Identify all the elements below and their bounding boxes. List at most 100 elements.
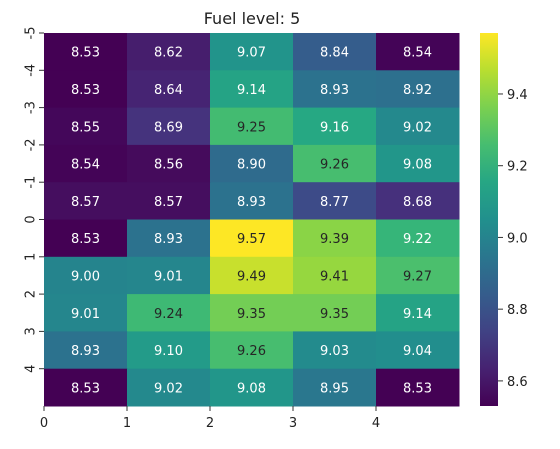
heatmap-cell xyxy=(293,368,377,407)
cell-value-label: 9.02 xyxy=(154,381,183,396)
cell-value-label: 9.10 xyxy=(154,344,183,359)
heatmap-cell xyxy=(127,182,211,220)
heatmap-cell xyxy=(44,70,128,109)
y-tick-label: -3 xyxy=(24,101,39,114)
heatmap-cell xyxy=(44,331,128,370)
cell-value-label: 8.95 xyxy=(320,381,349,396)
heatmap-cell xyxy=(44,368,128,407)
heatmap-cell xyxy=(293,182,377,220)
heatmap-cell xyxy=(210,331,294,370)
cell-value-label: 9.25 xyxy=(237,120,266,135)
chart-title: Fuel level: 5 xyxy=(204,9,301,28)
cell-value-label: 9.35 xyxy=(237,307,266,322)
heatmap-cell xyxy=(44,33,128,71)
heatmap-cell xyxy=(127,70,211,109)
cell-value-label: 9.26 xyxy=(237,344,266,359)
heatmap-cell xyxy=(376,219,460,258)
cell-value-label: 9.39 xyxy=(320,232,349,247)
x-tick-label: 2 xyxy=(206,416,214,431)
y-tick-label: 0 xyxy=(24,215,39,223)
cell-value-label: 9.27 xyxy=(403,269,432,284)
cell-value-label: 9.08 xyxy=(403,158,432,173)
heatmap-cell-labels: 8.53 8.62 9.07 8.84 8.54 8.53 8.64 9.14 8.93 8.92… xyxy=(71,46,432,397)
cell-value-label: 9.57 xyxy=(237,232,266,247)
x-tick-label: 4 xyxy=(372,416,380,431)
cell-value-label: 9.24 xyxy=(154,307,183,322)
colorbar-tick-label: 8.8 xyxy=(507,303,528,318)
heatmap-cell xyxy=(210,182,294,220)
cell-value-label: 9.03 xyxy=(320,344,349,359)
heatmap-cell xyxy=(376,331,460,370)
cell-value-label: 9.00 xyxy=(71,269,100,284)
cell-value-label: 9.07 xyxy=(237,46,266,61)
cell-value-label: 8.55 xyxy=(71,120,100,135)
cell-value-label: 9.04 xyxy=(403,344,432,359)
cell-value-label: 8.54 xyxy=(403,46,432,61)
heatmap-cell xyxy=(210,368,294,407)
heatmap-cell xyxy=(210,144,294,183)
heatmap-cell xyxy=(293,256,377,295)
heatmap-cell xyxy=(44,182,128,220)
colorbar-tick-label: 9.0 xyxy=(507,231,528,246)
cell-value-label: 8.57 xyxy=(154,195,183,210)
heatmap-cell xyxy=(44,256,128,295)
heatmap-cell xyxy=(376,368,460,407)
cell-value-label: 8.92 xyxy=(403,83,432,98)
cell-value-label: 8.90 xyxy=(237,158,266,173)
heatmap-cell xyxy=(293,33,377,71)
heatmap-cell xyxy=(127,219,211,258)
y-tick-label: -1 xyxy=(24,176,39,189)
cell-value-label: 8.54 xyxy=(71,158,100,173)
heatmap-cell xyxy=(293,107,377,146)
cell-value-label: 8.84 xyxy=(320,46,349,61)
heatmap-cells xyxy=(44,33,460,407)
cell-value-label: 9.01 xyxy=(154,269,183,284)
cell-value-label: 8.56 xyxy=(154,158,183,173)
heatmap-cell xyxy=(127,256,211,295)
cell-value-label: 9.16 xyxy=(320,120,349,135)
heatmap-cell xyxy=(376,294,460,332)
heatmap-axes: 0 1 2 3 4 -5 -4 -3 -2 -1 0 1 2 3 4 xyxy=(24,27,381,431)
cell-value-label: 9.08 xyxy=(237,381,266,396)
x-tick-label: 0 xyxy=(40,416,48,431)
colorbar-tick-label: 9.4 xyxy=(507,88,528,103)
x-tick-label: 1 xyxy=(123,416,131,431)
heatmap-cell xyxy=(44,107,128,146)
cell-value-label: 9.22 xyxy=(403,232,432,247)
colorbar-tick-label: 9.2 xyxy=(507,160,528,175)
heatmap-cell xyxy=(127,144,211,183)
colorbar: 8.6 8.8 9.0 9.2 9.4 xyxy=(480,33,528,406)
heatmap-cell xyxy=(293,219,377,258)
y-tick-label: 3 xyxy=(24,327,39,335)
y-tick-label: -2 xyxy=(24,138,39,151)
heatmap-cell xyxy=(293,144,377,183)
cell-value-label: 8.93 xyxy=(237,195,266,210)
heatmap-cell xyxy=(210,70,294,109)
heatmap-cell xyxy=(44,144,128,183)
cell-value-label: 8.93 xyxy=(154,232,183,247)
heatmap-cell xyxy=(127,294,211,332)
cell-value-label: 9.41 xyxy=(320,269,349,284)
heatmap-cell xyxy=(210,294,294,332)
cell-value-label: 8.53 xyxy=(71,83,100,98)
heatmap-cell xyxy=(127,368,211,407)
heatmap-cell xyxy=(44,219,128,258)
heatmap-cell xyxy=(127,331,211,370)
colorbar-tick-label: 8.6 xyxy=(507,375,528,390)
heatmap-cell xyxy=(210,33,294,71)
cell-value-label: 9.01 xyxy=(71,307,100,322)
cell-value-label: 8.57 xyxy=(71,195,100,210)
cell-value-label: 8.53 xyxy=(403,381,432,396)
cell-value-label: 8.53 xyxy=(71,232,100,247)
heatmap-cell xyxy=(293,294,377,332)
colorbar-gradient xyxy=(480,33,498,406)
heatmap-cell xyxy=(293,331,377,370)
cell-value-label: 8.62 xyxy=(154,46,183,61)
heatmap-cell xyxy=(210,219,294,258)
cell-value-label: 8.53 xyxy=(71,381,100,396)
y-tick-label: -4 xyxy=(24,64,39,77)
heatmap-cell xyxy=(376,70,460,109)
y-tick-label: -5 xyxy=(24,27,39,40)
cell-value-label: 8.53 xyxy=(71,46,100,61)
